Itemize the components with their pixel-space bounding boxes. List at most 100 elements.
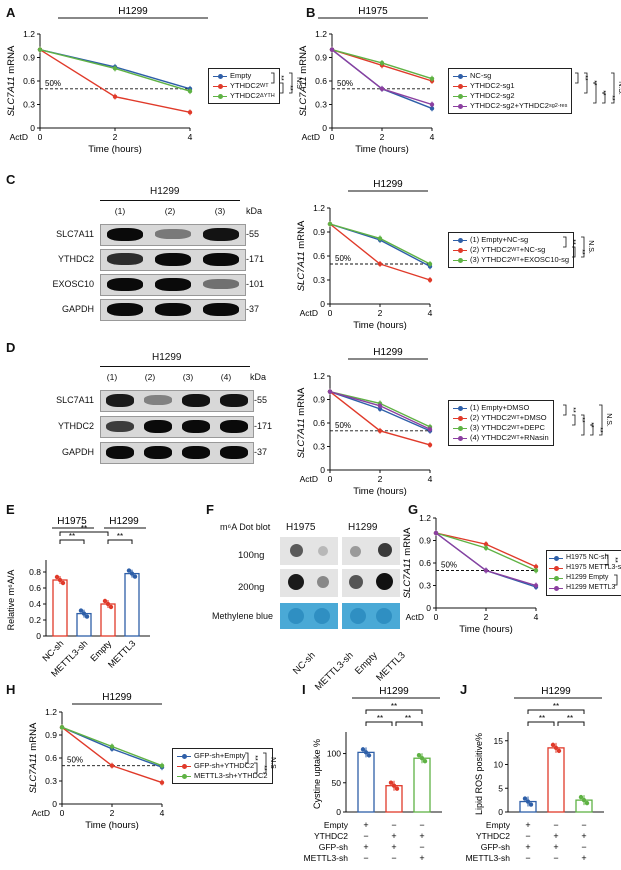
- panel-letter-b: B: [306, 5, 316, 20]
- blot-band: [154, 303, 192, 316]
- sig-label: **: [286, 85, 293, 91]
- blot-protein-label: SLC7A11: [56, 395, 94, 405]
- legend-item: H1975 METTL3-sh: [549, 563, 621, 573]
- kda-header: kDa: [250, 372, 267, 382]
- data-point: [327, 389, 333, 394]
- bar: [547, 747, 565, 813]
- sig-bracket: [365, 721, 393, 726]
- data-point: [427, 427, 433, 432]
- x-tick-label: 2: [378, 474, 383, 484]
- replicate-point: [416, 753, 422, 758]
- dot-blot-col: H1299: [348, 522, 378, 533]
- blot-band: [181, 446, 211, 459]
- dot-blot-col: H1975: [286, 522, 316, 533]
- data-point: [37, 47, 43, 52]
- replicate-point: [78, 608, 84, 613]
- sig-label: N.S.: [617, 81, 621, 95]
- blot-protein-label: YTHDC2: [57, 421, 94, 431]
- blot-row: [100, 224, 246, 246]
- y-tick-label: 0.3: [313, 275, 325, 285]
- panel-letter-f: F: [206, 502, 214, 517]
- condition-label: Empty: [324, 820, 349, 830]
- replicate-point: [360, 747, 366, 752]
- sig-bracket: [527, 709, 585, 714]
- y-tick-label: 0.9: [23, 53, 35, 63]
- condition-mark: +: [581, 853, 586, 863]
- condition-mark: −: [525, 831, 530, 841]
- replicate-point: [81, 611, 87, 616]
- y-tick-label: 5: [498, 783, 503, 793]
- dot: [350, 546, 361, 557]
- replicate-point: [105, 601, 111, 607]
- sig-bracket: [557, 721, 585, 726]
- data-point: [187, 88, 193, 94]
- panel-letter-d: D: [6, 340, 16, 355]
- panel-letter-e: E: [6, 502, 15, 517]
- bar: [413, 757, 431, 813]
- condition-mark: −: [391, 820, 396, 830]
- condition-mark: −: [581, 842, 586, 852]
- dot: [378, 543, 392, 557]
- y-axis-label: SLC7A11 mRNA: [6, 45, 17, 116]
- sig-label: **: [69, 532, 75, 541]
- legend-item: GFP-sh+YTHDC2: [177, 761, 268, 771]
- x-tick-label: 4: [428, 474, 433, 484]
- chart-title: H1299: [373, 347, 403, 358]
- blot-band: [202, 279, 240, 290]
- sig-label: **: [578, 417, 585, 423]
- panel-letter-i: I: [302, 682, 306, 697]
- data-point: [112, 66, 118, 71]
- legend-d: (1) Empty+DMSO (2) YTHDC2 WT +DMSO (3) YTH…: [448, 400, 554, 446]
- y-tick-label: 1.2: [315, 29, 327, 39]
- x-tick-label: 0: [328, 308, 333, 318]
- replicate-point: [54, 574, 60, 580]
- condition-label: Empty: [486, 820, 511, 830]
- panel-letter-h: H: [6, 682, 16, 697]
- bar: [124, 572, 140, 637]
- western-blot-c: H1299 (1) (2) (3) kDa: [40, 180, 270, 310]
- y-tick-label: 0.9: [313, 395, 325, 405]
- condition-label: GFP-sh: [481, 842, 511, 852]
- data-point: [329, 47, 335, 52]
- condition-mark: +: [419, 831, 424, 841]
- data-point: [533, 564, 539, 569]
- half-life-label: 50%: [67, 756, 83, 765]
- y-tick-label: 0.6: [23, 76, 35, 86]
- lane-label: (1): [106, 372, 118, 382]
- half-life-label: 50%: [337, 79, 353, 88]
- panel-letter-a: A: [6, 5, 16, 20]
- actd-label: ActD: [300, 308, 318, 318]
- data-point: [327, 221, 333, 227]
- blot-band: [202, 253, 240, 266]
- dot: [288, 574, 304, 590]
- legend-item: (3) YTHDC2 WT +EXOSC10-sg: [453, 255, 569, 265]
- legend-item: Empty: [213, 71, 275, 81]
- sig-bracket: [59, 531, 109, 536]
- blot-kda-label: -171: [246, 254, 265, 264]
- data-point: [379, 86, 385, 92]
- sig-label: **: [578, 249, 585, 255]
- data-point: [427, 442, 433, 448]
- sig-bracket: [605, 554, 609, 566]
- data-point: [112, 94, 118, 99]
- legend-g: H1975 NC-sh H1975 METTL3-sh H1299 Empty …: [546, 550, 621, 596]
- replicate-point: [129, 571, 135, 576]
- data-point: [109, 763, 115, 768]
- y-tick-label: 0: [336, 807, 341, 817]
- legend-item: YTHDC2-sg2: [453, 91, 567, 101]
- sig-bracket: [254, 762, 258, 774]
- sig-label: **: [251, 755, 258, 761]
- y-tick-label: 0.3: [45, 776, 57, 786]
- sig-bracket: [59, 539, 85, 544]
- dot: [288, 608, 304, 624]
- y-axis-label: SLC7A11 mRNA: [296, 220, 307, 291]
- blot-title: H1299: [152, 352, 182, 363]
- y-tick-label: 0.4: [29, 599, 41, 609]
- y-tick-label: 0.9: [313, 227, 325, 237]
- replicate-point: [522, 796, 528, 801]
- data-point: [377, 403, 383, 408]
- blot-band: [105, 394, 135, 407]
- legend-item: YTHDC2 WT: [213, 81, 275, 91]
